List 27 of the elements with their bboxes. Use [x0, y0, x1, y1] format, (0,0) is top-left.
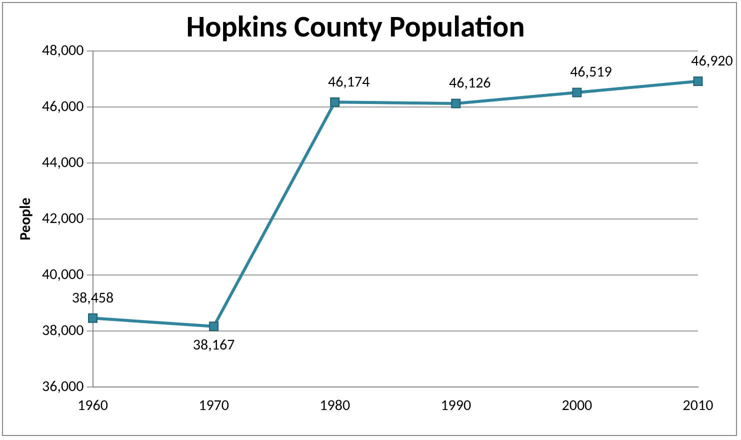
y-tick-label: 40,000	[42, 266, 84, 284]
point	[88, 313, 98, 323]
point	[572, 88, 582, 98]
y-tick-label: 48,000	[42, 42, 84, 60]
data-label: 46,126	[449, 74, 492, 93]
y-tick-label: 42,000	[42, 210, 84, 228]
x-tick-label: 2010	[682, 396, 714, 415]
y-tick-label: 38,000	[42, 322, 84, 340]
point	[330, 97, 340, 107]
data-label: 46,920	[691, 52, 734, 70]
data-label: 38,458	[72, 289, 114, 308]
y-axis-title: People	[16, 197, 35, 240]
point	[209, 322, 219, 332]
chart-title: Hopkins County Population	[186, 8, 525, 46]
data-label: 46,174	[328, 73, 370, 92]
data-label: 46,519	[570, 64, 612, 82]
y-tick-label: 46,000	[42, 98, 84, 116]
point	[451, 98, 461, 108]
x-tick-label: 1980	[320, 396, 350, 415]
data-label: 38,167	[192, 336, 236, 355]
x-tick-label: 1970	[198, 396, 230, 415]
y-tick-label: 36,000	[42, 378, 84, 396]
x-tick-label: 1990	[440, 396, 472, 415]
y-tick-label: 44,000	[42, 154, 84, 172]
x-tick-label: 2000	[562, 396, 593, 415]
x-tick-label: 1960	[78, 396, 108, 415]
point	[693, 76, 703, 86]
